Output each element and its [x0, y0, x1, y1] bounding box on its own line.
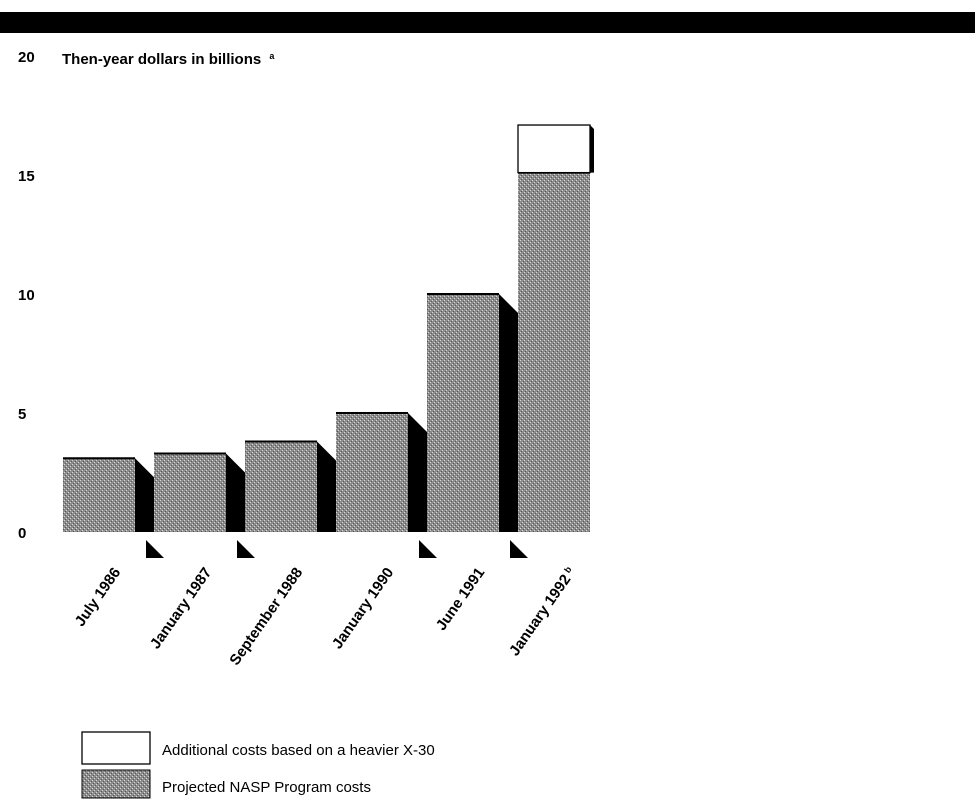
bar-side-2: [317, 441, 336, 532]
legend-item-projected: Projected NASP Program costs: [81, 769, 371, 799]
date-marker-4: [419, 540, 437, 558]
x-tick-label-text-3: January 1990: [329, 565, 397, 653]
x-tick-label-1: January 1987: [147, 565, 215, 653]
y-tick-label-20: 20: [18, 49, 35, 66]
bar-group-0: [63, 457, 154, 532]
legend-label-additional: Additional costs based on a heavier X-30: [162, 742, 435, 759]
legend: Additional costs based on a heavier X-30…: [81, 731, 435, 799]
date-marker-2: [237, 540, 255, 558]
x-axis-labels: July 1986 January 1987 September 1988 Janua…: [72, 564, 580, 669]
bar-projected-3: [336, 413, 408, 532]
x-tick-label-text-2: September 1988: [226, 565, 306, 669]
y-tick-label-5: 5: [18, 406, 26, 423]
y-tick-label-10: 10: [18, 287, 35, 304]
bar-group-1: [146, 452, 245, 558]
bar-series-group: [63, 124, 594, 558]
legend-label-projected: Projected NASP Program costs: [162, 779, 371, 796]
bar-additional-5: [517, 124, 591, 174]
bar-group-3: [336, 412, 427, 532]
x-tick-label-0: July 1986: [72, 565, 125, 630]
bar-side-0: [135, 458, 154, 532]
bar-projected-2: [245, 441, 317, 532]
bar-side-4: [499, 294, 518, 532]
x-tick-label-text-5: January 1992: [506, 572, 574, 660]
legend-swatch-additional: [81, 731, 151, 765]
x-tick-label-text-4: June 1991: [433, 565, 489, 634]
x-tick-label-text-0: July 1986: [72, 565, 125, 630]
x-tick-label-2: September 1988: [226, 565, 306, 669]
bar-group-4: [419, 293, 518, 558]
bar-projected-1: [154, 453, 226, 532]
bar-side-3: [408, 413, 427, 532]
date-marker-1: [146, 540, 164, 558]
x-tick-label-3: January 1990: [329, 565, 397, 653]
bar-additional-side-5: [590, 125, 594, 173]
legend-swatch-projected: [81, 769, 151, 799]
x-tick-label-text-1: January 1987: [147, 565, 215, 653]
y-axis-title-note: a: [269, 51, 275, 61]
x-tick-label-4: June 1991: [433, 565, 489, 634]
y-axis-title-text: Then-year dollars in billions: [62, 51, 261, 68]
x-tick-label-note-5: b: [562, 564, 574, 575]
bar-side-1: [226, 453, 245, 532]
x-tick-label-5: January 1992b: [506, 564, 580, 659]
bar-projected-0: [63, 458, 135, 532]
y-axis-ticks: 0 5 10 15 20: [18, 49, 35, 542]
date-marker-5: [510, 540, 528, 558]
legend-item-additional: Additional costs based on a heavier X-30: [81, 731, 435, 765]
y-tick-label-15: 15: [18, 168, 35, 185]
bar-group-5: [510, 124, 594, 558]
bar-projected-4: [427, 294, 499, 532]
y-axis-title: Then-year dollars in billions a: [62, 51, 275, 68]
y-tick-label-0: 0: [18, 525, 26, 542]
bar-projected-5: [518, 172, 590, 532]
top-header-bar: [0, 12, 975, 33]
bar-group-2: [237, 440, 336, 558]
